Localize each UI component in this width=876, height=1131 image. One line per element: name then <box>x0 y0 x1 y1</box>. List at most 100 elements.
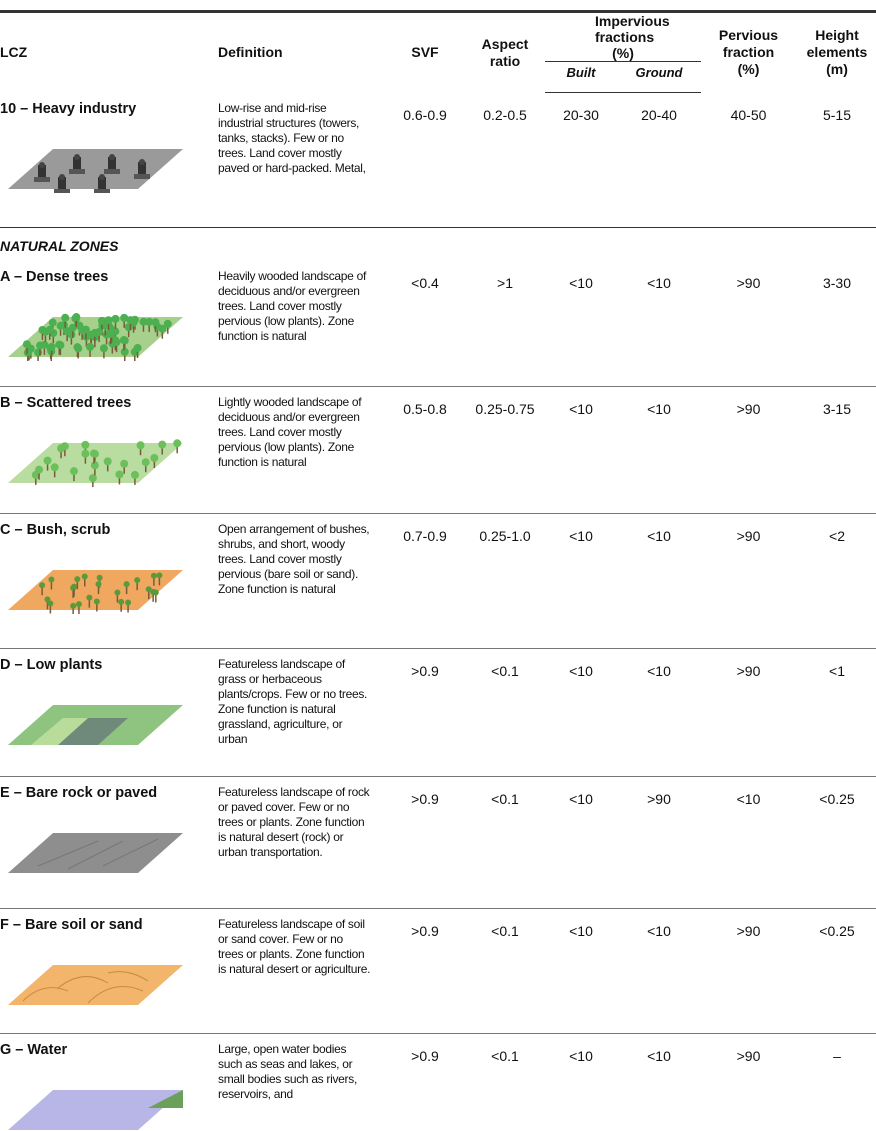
definition-text: Featureless landscape of soil or sand co… <box>218 916 371 976</box>
header-cell: Impervious fractions (%) <box>545 10 701 62</box>
value-cell: 0.5-0.8 <box>385 386 465 514</box>
value-cell: <10 <box>617 908 701 1034</box>
zone-illustration <box>8 832 183 873</box>
definition-text: Featureless landscape of rock or paved c… <box>218 784 370 859</box>
definition-text: Open arrangement of bushes, shrubs, and … <box>218 521 370 596</box>
value-cell: <10 <box>617 1033 701 1131</box>
header-cell: Definition <box>210 10 385 93</box>
definition-cell: Featureless landscape of soil or sand co… <box>210 908 385 1034</box>
value-cell: >0.9 <box>385 776 465 909</box>
value-cell: 20-30 <box>563 107 599 123</box>
header-cell: Aspect ratio <box>465 10 545 93</box>
lcz-cell: A – Dense trees <box>0 261 210 387</box>
value-cell: <0.25 <box>796 908 876 1034</box>
header-cell: Ground <box>617 61 701 93</box>
table-row: E – Bare rock or paved Featureless landsc… <box>0 776 876 909</box>
table-row: C – Bush, scrub Open arrangement of bushe… <box>0 513 876 649</box>
value-cell: <10 <box>545 1033 617 1131</box>
value-cell: >0.9 <box>385 648 465 777</box>
value-cell: <0.1 <box>465 908 545 1034</box>
value-cell: >90 <box>701 1033 796 1131</box>
definition-text: Large, open water bodies such as seas an… <box>218 1041 357 1101</box>
value-cell: 0.25-0.75 <box>465 386 545 514</box>
value-cell: >90 <box>701 386 796 514</box>
zone-illustration <box>8 313 183 361</box>
value-cell: <10 <box>545 261 617 387</box>
zone-illustration <box>8 569 183 614</box>
definition-cell: Featureless landscape of grass or herbac… <box>210 648 385 777</box>
value-cell: 0.7-0.9 <box>385 513 465 649</box>
table-row: 10 – Heavy industry Low-rise and mid-rise… <box>0 93 876 228</box>
zone-illustration <box>8 704 183 745</box>
definition-cell: Featureless landscape of rock or paved c… <box>210 776 385 909</box>
value-cell: <0.4 <box>385 261 465 387</box>
value-cell: >90 <box>701 261 796 387</box>
table-row: A – Dense trees Heavily wooded landscape … <box>0 261 876 387</box>
lcz-name: 10 – Heavy industry <box>0 100 137 117</box>
value-cell: >90 <box>701 908 796 1034</box>
value-cell: <10 <box>617 261 701 387</box>
value-cell: >0.9 <box>385 908 465 1034</box>
lcz-cell: C – Bush, scrub <box>0 513 210 649</box>
value-cell: <0.25 <box>796 776 876 909</box>
definition-text: Featureless landscape of grass or herbac… <box>218 656 368 746</box>
value-cell: >90 <box>701 648 796 777</box>
header-cell: LCZ <box>0 10 210 93</box>
header-cell: SVF <box>385 10 465 93</box>
value-cell: <2 <box>796 513 876 649</box>
lcz-name: E – Bare rock or paved <box>0 784 158 801</box>
lcz-table: LCZ Definition SVF Aspect ratio Impervio… <box>0 10 876 1131</box>
value-cell: 5-15 <box>822 106 852 123</box>
definition-cell: Lightly wooded landscape of deciduous an… <box>210 386 385 514</box>
header-cell: Pervious fraction (%) <box>701 10 796 93</box>
value-cell: 3-30 <box>796 261 876 387</box>
table-row: G – Water Large, open water bodies such a… <box>0 1033 876 1131</box>
header-row: Built Ground <box>0 61 876 93</box>
value-cell: <1 <box>796 648 876 777</box>
lcz-name: A – Dense trees <box>0 269 109 285</box>
lcz-name: G – Water <box>0 1041 68 1058</box>
zone-illustration <box>8 1089 183 1130</box>
definition-cell: Large, open water bodies such as seas an… <box>210 1033 385 1131</box>
lcz-name: B – Scattered trees <box>0 394 132 411</box>
value-cell: 20-40 <box>641 107 677 123</box>
lcz-name: D – Low plants <box>0 656 103 673</box>
value-cell: <10 <box>545 386 617 514</box>
lcz-cell: F – Bare soil or sand <box>0 908 210 1034</box>
definition-text: Lightly wooded landscape of deciduous an… <box>218 394 362 469</box>
section-row: NATURAL ZONES <box>0 227 876 261</box>
value-cell: <10 <box>545 513 617 649</box>
definition-cell: Open arrangement of bushes, shrubs, and … <box>210 513 385 649</box>
table-row: B – Scattered trees Lightly wooded landsc… <box>0 386 876 514</box>
value-cell: 40-50 <box>730 106 767 123</box>
table-header: LCZ Definition SVF Aspect ratio Impervio… <box>0 10 876 93</box>
value-cell: 0.2-0.5 <box>483 106 527 123</box>
definition-cell: Heavily wooded landscape of deciduous an… <box>210 261 385 387</box>
definition-text: Heavily wooded landscape of deciduous an… <box>218 269 366 343</box>
table-row: D – Low plants Featureless landscape of g… <box>0 648 876 777</box>
definition-cell: Low-rise and mid-rise industrial structu… <box>210 93 385 228</box>
value-cell: 3-15 <box>796 386 876 514</box>
table-container: LCZ Definition SVF Aspect ratio Impervio… <box>0 10 876 1131</box>
lcz-cell: G – Water <box>0 1033 210 1131</box>
lcz-cell: D – Low plants <box>0 648 210 777</box>
table-body: 10 – Heavy industry Low-rise and mid-rise… <box>0 93 876 1131</box>
value-cell: <0.1 <box>465 648 545 777</box>
lcz-cell: 10 – Heavy industry <box>0 93 210 228</box>
value-cell: <10 <box>617 513 701 649</box>
section-title: NATURAL ZONES <box>0 227 876 261</box>
value-cell: – <box>796 1033 876 1131</box>
definition-text: Low-rise and mid-rise industrial structu… <box>218 100 366 175</box>
zone-illustration <box>8 148 183 193</box>
zone-illustration <box>8 438 183 487</box>
header-row: LCZ Definition SVF Aspect ratio Impervio… <box>0 10 876 93</box>
value-cell: <10 <box>701 776 796 909</box>
zone-illustration <box>8 964 183 1005</box>
value-cell: <10 <box>545 908 617 1034</box>
value-cell: 0.6-0.9 <box>403 106 447 123</box>
lcz-cell: E – Bare rock or paved <box>0 776 210 909</box>
value-cell: <10 <box>617 648 701 777</box>
value-cell: <0.1 <box>465 776 545 909</box>
table-row: F – Bare soil or sand Featureless landsca… <box>0 908 876 1034</box>
